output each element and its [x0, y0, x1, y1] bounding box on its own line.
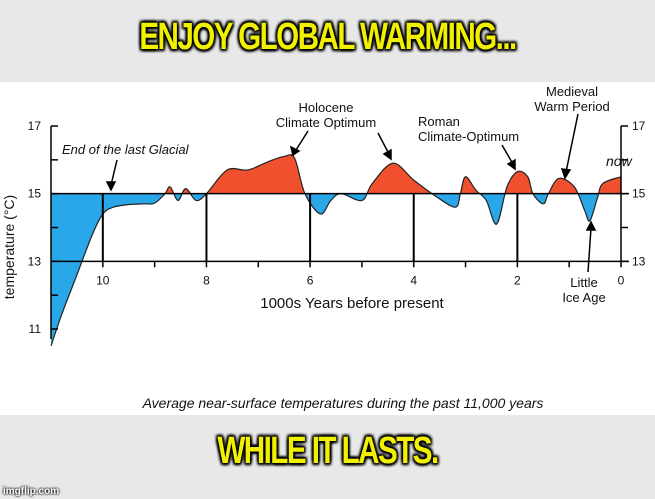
x-tick-label: 2 [514, 273, 521, 287]
top-band [0, 0, 655, 82]
cold-anomaly-area [51, 193, 621, 346]
y-tick-label-left: 13 [28, 254, 42, 268]
annotation-medieval-1: Medieval [546, 84, 598, 99]
x-tick-label: 6 [307, 273, 314, 287]
annotation-medieval-2: Warm Period [534, 99, 609, 114]
temperature-chart: 10 8 6 4 2 0 17 15 13 11 17 15 13 temperature (°C) 1… [1, 84, 646, 411]
annotation-roman-2: Climate-Optimum [418, 129, 519, 144]
y-tick-label-right: 17 [632, 119, 646, 133]
y-tick-label-left: 15 [28, 187, 42, 201]
annotation-arrows [105, 113, 597, 273]
y-axis-label: temperature (°C) [1, 195, 17, 299]
top-caption: ENJOY GLOBAL WARMING... [139, 16, 517, 58]
annotation-little-ice-age-1: Little [570, 275, 597, 290]
y-tick-label-left: 11 [29, 322, 42, 336]
annotation-roman-1: Roman [418, 114, 460, 129]
y-tick-label-right: 15 [632, 187, 646, 201]
y-tick-label-left: 17 [28, 119, 42, 133]
annotation-little-ice-age-2: Ice Age [562, 290, 605, 305]
bottom-caption: WHILE IT LASTS. [217, 430, 439, 472]
warm-anomaly-area [165, 154, 621, 194]
bottom-band [0, 415, 655, 499]
annotation-now: now [606, 153, 633, 169]
annotation-glacial: End of the last Glacial [62, 142, 190, 157]
x-tick-label: 10 [96, 273, 110, 287]
x-tick-label: 8 [203, 273, 210, 287]
y-tick-label-right: 13 [632, 254, 646, 268]
chart-title: Average near-surface temperatures during… [142, 395, 544, 411]
x-axis-label: 1000s Years before present [260, 295, 444, 312]
x-tick-label: 0 [618, 273, 625, 287]
temperature-line [50, 154, 622, 347]
x-tick-label: 4 [410, 273, 417, 287]
annotation-holocene-1: Holocene [299, 100, 354, 115]
watermark: imgflip.com [3, 486, 60, 497]
annotation-holocene-2: Climate Optimum [276, 115, 376, 130]
